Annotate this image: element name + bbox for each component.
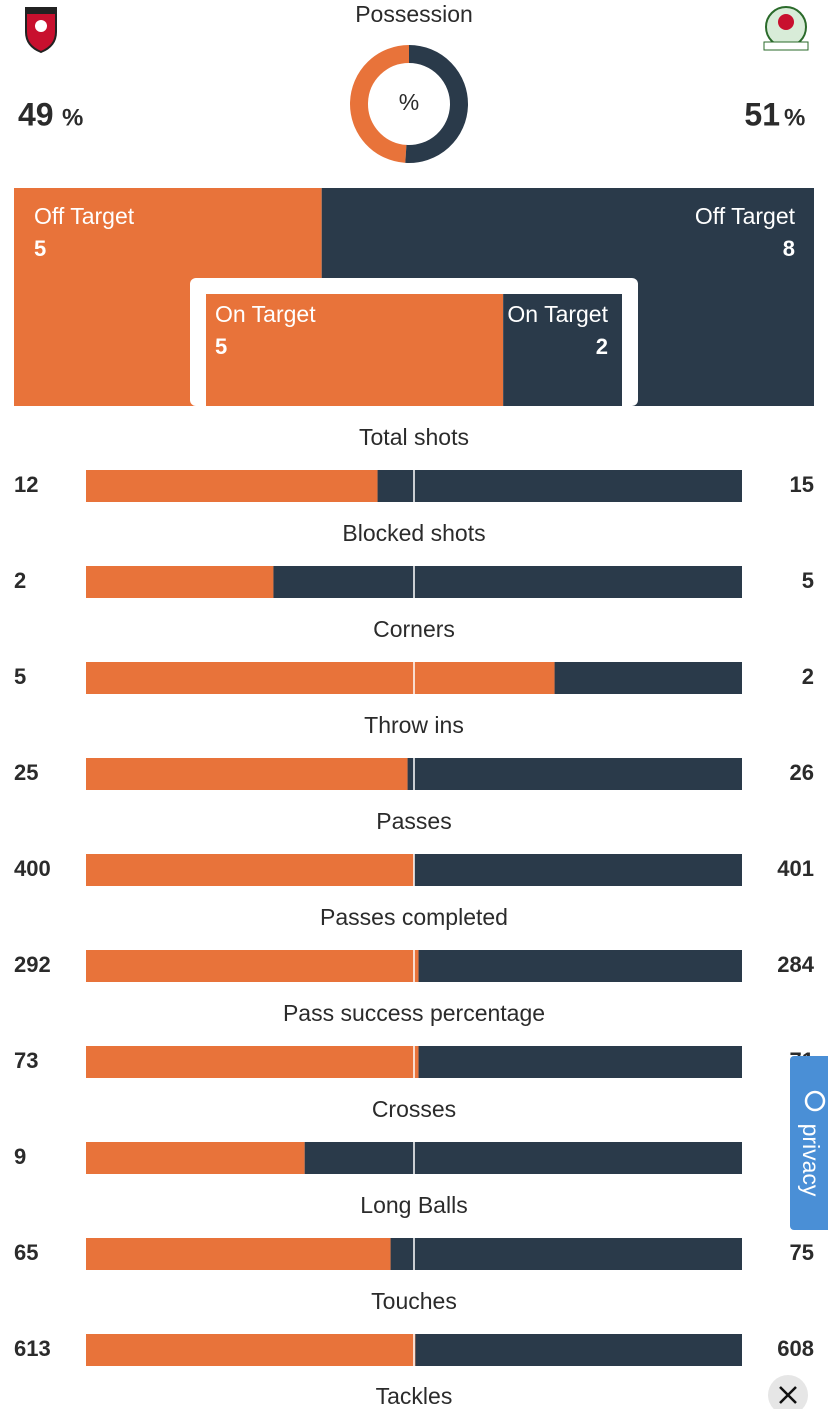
- away-value: 5: [802, 568, 814, 593]
- home-value: 12: [14, 472, 38, 497]
- away-bar: [413, 854, 742, 886]
- away-bar: [418, 1046, 742, 1078]
- on-target-label: On Target: [215, 301, 316, 327]
- home-value: 9: [14, 1144, 26, 1169]
- away-bar: [377, 470, 742, 502]
- on-target-value: 2: [596, 334, 608, 359]
- home-possession: 49: [18, 96, 54, 132]
- home-value: 65: [14, 1240, 38, 1265]
- off-target-value: 5: [34, 236, 46, 261]
- home-bar: [86, 854, 414, 886]
- stat-label: Blocked shots: [342, 520, 485, 546]
- home-bar: [86, 662, 555, 694]
- stat-label: Pass success percentage: [283, 1000, 545, 1026]
- privacy-tab[interactable]: privacy: [790, 1056, 828, 1230]
- off-target-label: Off Target: [695, 203, 796, 229]
- home-bar: [86, 758, 408, 790]
- home-bar: [86, 566, 274, 598]
- stat-label: Tackles: [376, 1383, 453, 1409]
- away-value: 2: [802, 664, 814, 689]
- on-target-away: [503, 294, 622, 406]
- home-bar: [86, 1334, 416, 1366]
- close-button[interactable]: [768, 1375, 808, 1409]
- away-value: 401: [777, 856, 814, 881]
- off-target-label: Off Target: [34, 203, 135, 229]
- privacy-label[interactable]: privacy: [798, 1124, 824, 1197]
- stat-label: Passes completed: [320, 904, 508, 930]
- home-value: 613: [14, 1336, 51, 1361]
- home-bar: [86, 1046, 419, 1078]
- stat-label: Long Balls: [360, 1192, 467, 1218]
- stat-label: Throw ins: [364, 712, 464, 738]
- away-value: 284: [777, 952, 814, 977]
- on-target-value: 5: [215, 334, 227, 359]
- stat-label: Corners: [373, 616, 455, 642]
- away-bar: [418, 950, 742, 982]
- away-value: 608: [777, 1336, 814, 1361]
- shots-graphic: Off Target 5 Off Target 8 On Target 5 On Targe…: [14, 188, 814, 406]
- stat-label: Crosses: [372, 1096, 456, 1122]
- home-bar: [86, 470, 378, 502]
- home-crest: [25, 7, 57, 54]
- home-bar: [86, 950, 419, 982]
- stat-label: Passes: [376, 808, 451, 834]
- away-bar: [407, 758, 742, 790]
- home-possession-unit: %: [62, 104, 83, 131]
- possession-home-arc: [350, 45, 410, 163]
- home-value: 5: [14, 664, 26, 689]
- away-value: 26: [790, 760, 814, 785]
- stat-label: Touches: [371, 1288, 457, 1314]
- possession-away-arc: [405, 45, 468, 163]
- home-value: 292: [14, 952, 51, 977]
- home-bar: [86, 1238, 391, 1270]
- home-bar: [86, 1142, 305, 1174]
- home-value: 25: [14, 760, 38, 785]
- possession-title: Possession: [355, 1, 473, 27]
- home-value: 400: [14, 856, 51, 881]
- away-possession: 51: [744, 96, 780, 132]
- away-value: 15: [790, 472, 814, 497]
- away-bar: [273, 566, 742, 598]
- away-crest: [763, 6, 809, 51]
- donut-center: %: [399, 89, 419, 115]
- home-value: 2: [14, 568, 26, 593]
- away-bar: [304, 1142, 742, 1174]
- away-possession-unit: %: [784, 104, 805, 131]
- away-value: 75: [790, 1240, 814, 1265]
- home-value: 73: [14, 1048, 38, 1073]
- on-target-label: On Target: [507, 301, 608, 327]
- away-bar: [390, 1238, 742, 1270]
- on-target-home: [206, 294, 504, 406]
- off-target-value: 8: [783, 236, 795, 261]
- away-bar: [415, 1334, 742, 1366]
- stat-label: Total shots: [359, 424, 469, 450]
- away-bar: [554, 662, 742, 694]
